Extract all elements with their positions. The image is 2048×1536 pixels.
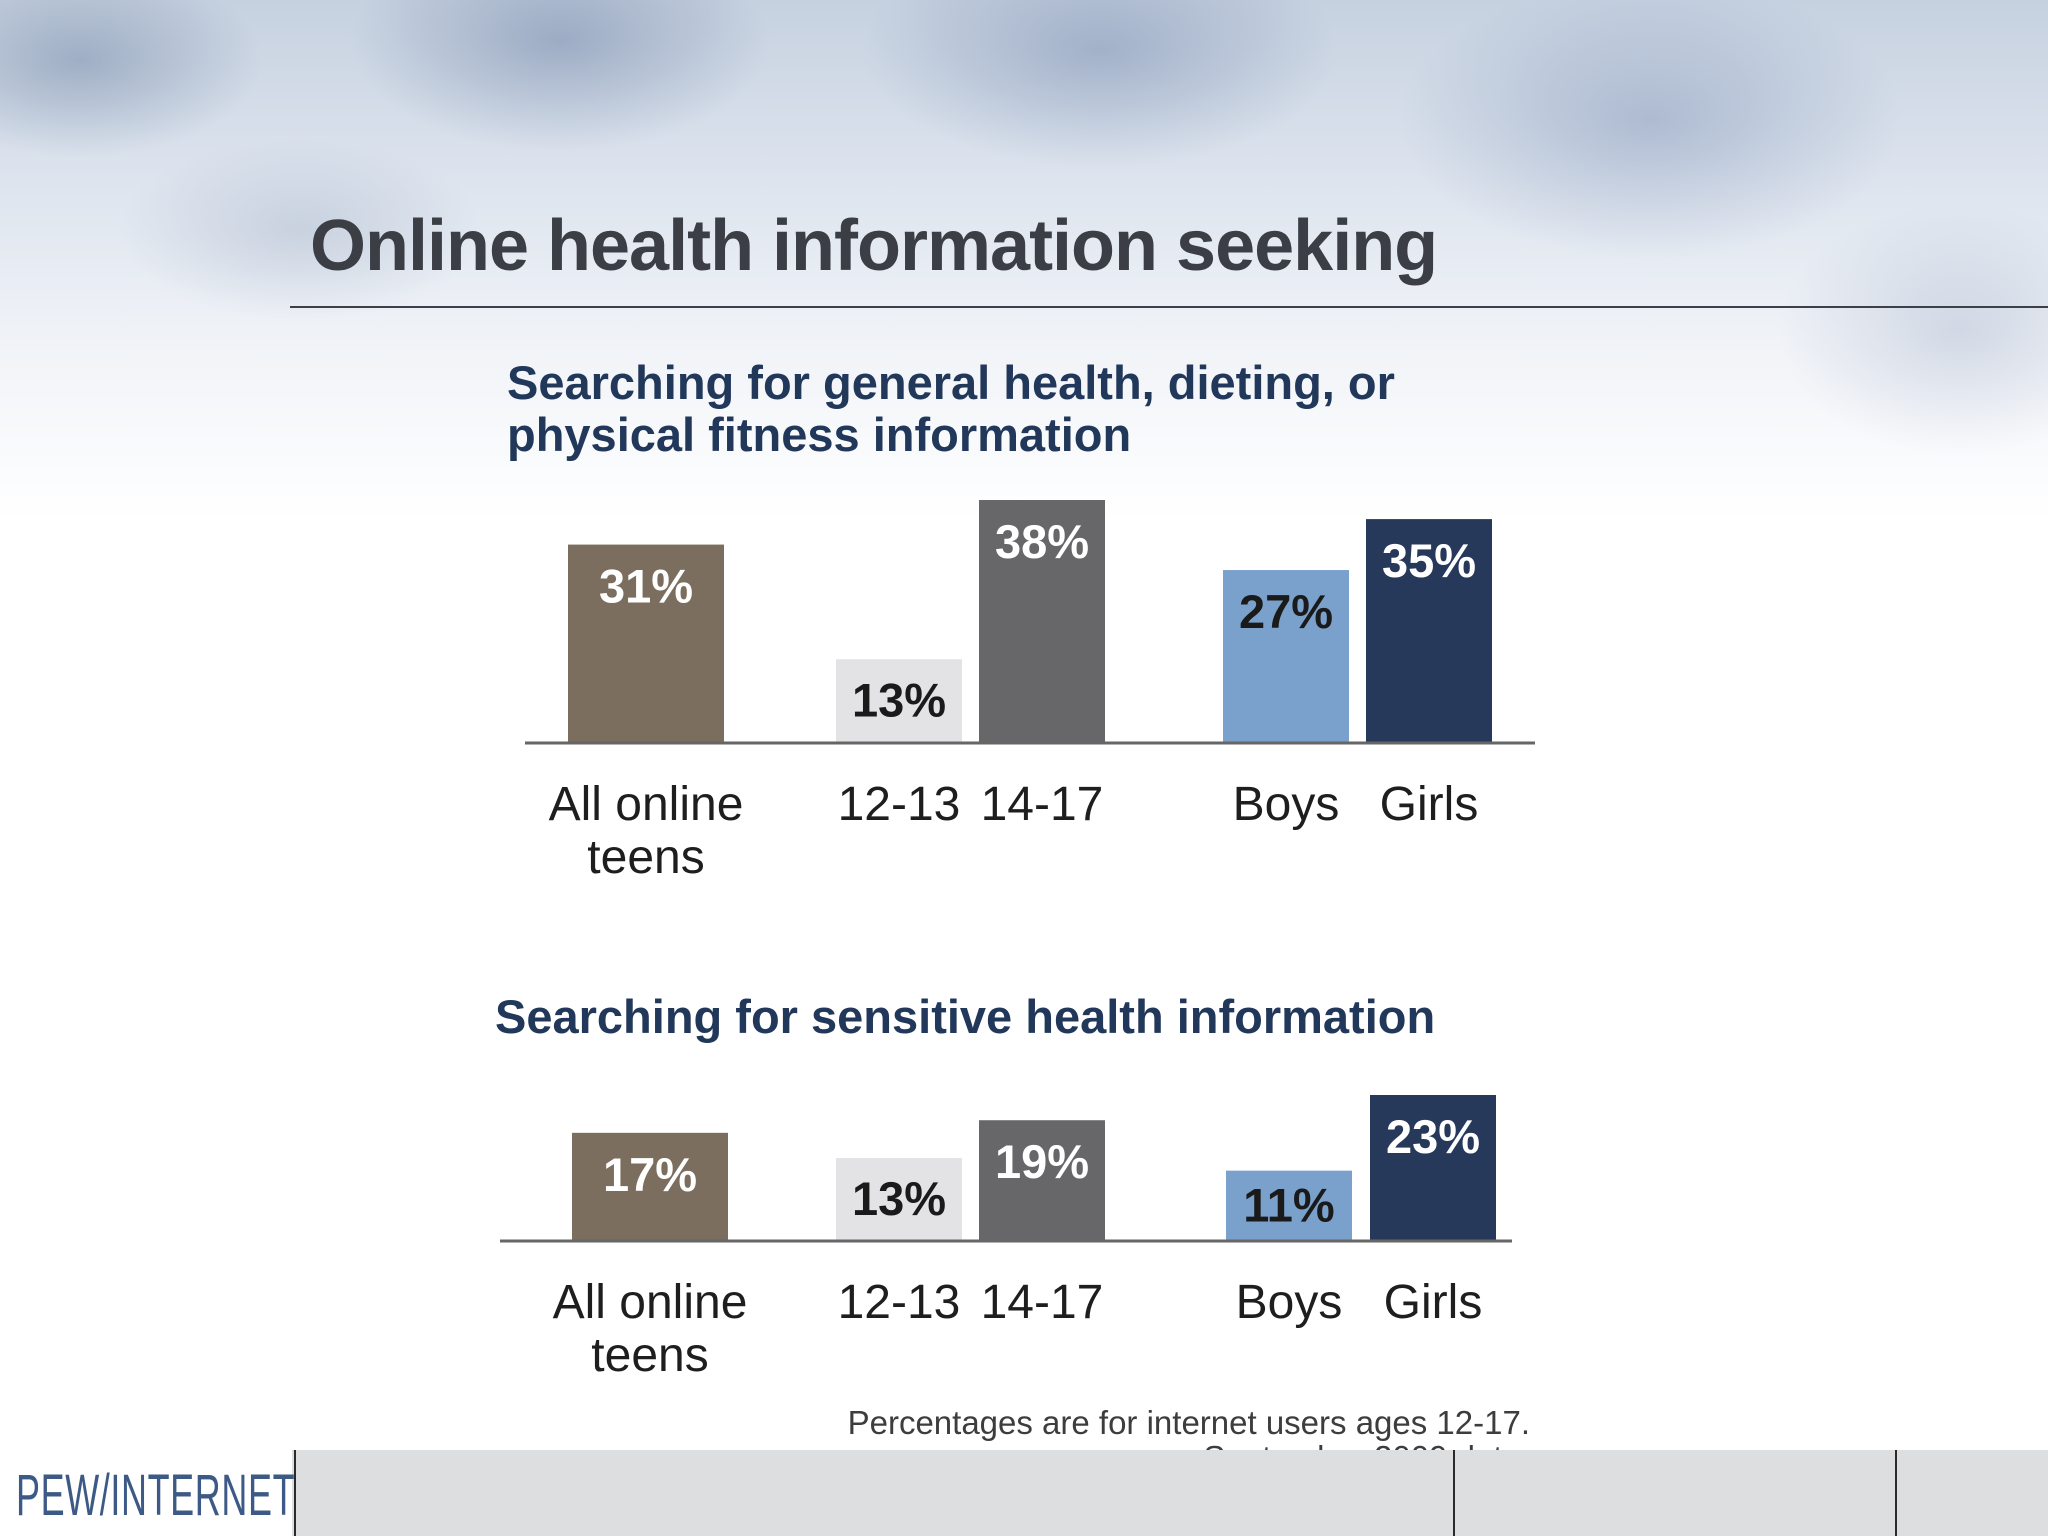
bar-12-13 — [836, 659, 962, 742]
bar-boys — [1226, 1170, 1352, 1240]
bar-12-13 — [836, 1158, 962, 1240]
data-label-girls: 35% — [1382, 534, 1476, 587]
bar-girls — [1366, 519, 1492, 742]
footer-divider-middle — [1453, 1450, 1455, 1536]
category-label-all-online-teens: All online teens — [553, 1276, 748, 1382]
data-label-14-17: 38% — [995, 515, 1089, 568]
data-label-14-17: 19% — [995, 1135, 1089, 1188]
category-label-14-17: 14-17 — [981, 778, 1104, 831]
category-label-14-17: 14-17 — [981, 1276, 1104, 1329]
data-label-12-13: 13% — [852, 674, 946, 727]
data-label-all-online-teens: 17% — [603, 1148, 697, 1201]
logo-text-internet: INTERNET — [110, 1463, 296, 1528]
bar-14-17 — [979, 500, 1105, 742]
category-label-12-13: 12-13 — [838, 778, 961, 831]
bar-all-online-teens — [568, 544, 724, 742]
data-label-boys: 27% — [1239, 585, 1333, 638]
footnote-line-1: Percentages are for internet users ages … — [847, 1404, 1530, 1441]
category-label-girls: Girls — [1384, 1276, 1483, 1329]
bar-14-17 — [979, 1120, 1105, 1240]
category-label-boys: Boys — [1233, 778, 1340, 831]
logo-area — [0, 1450, 292, 1536]
data-label-all-online-teens: 31% — [599, 560, 693, 613]
data-label-12-13: 13% — [852, 1172, 946, 1225]
data-label-girls: 23% — [1386, 1110, 1480, 1163]
category-label-12-13: 12-13 — [838, 1276, 961, 1329]
bar-girls — [1370, 1095, 1496, 1240]
chart1-title: Searching for general health, dieting, o… — [507, 356, 1395, 461]
footer-bar — [0, 1450, 2048, 1536]
category-label-all-online-teens: All online teens — [549, 778, 744, 884]
bar-all-online-teens — [572, 1132, 728, 1240]
data-label-boys: 11% — [1243, 1178, 1334, 1231]
title-divider — [290, 306, 2048, 308]
bar-boys — [1223, 570, 1349, 742]
category-label-girls: Girls — [1380, 778, 1479, 831]
footer-divider-left — [294, 1450, 296, 1536]
footer-divider-right — [1895, 1450, 1897, 1536]
slide-title: Online health information seeking — [310, 206, 1438, 286]
category-label-boys: Boys — [1236, 1276, 1343, 1329]
chart2-title: Searching for sensitive health informati… — [495, 990, 1436, 1043]
pew-internet-logo: PEW/INTERNET — [16, 1462, 295, 1529]
logo-text-pew: PEW — [16, 1463, 100, 1528]
logo-slash: / — [99, 1463, 111, 1528]
